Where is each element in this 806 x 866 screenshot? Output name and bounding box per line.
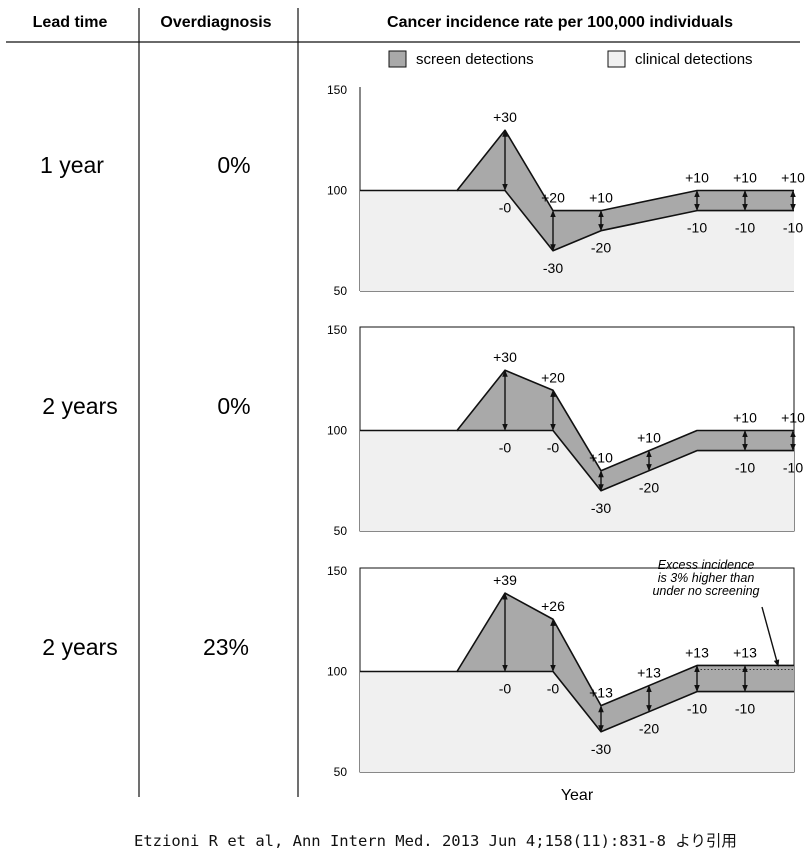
- row1-lead-time: 1 year: [40, 152, 104, 178]
- y-tick-label: 50: [334, 284, 348, 298]
- data-label: -10: [735, 701, 755, 717]
- annotation-text: Excess incidence: [658, 558, 755, 572]
- data-label: +13: [637, 665, 661, 681]
- row2-lead-time: 2 years: [42, 393, 117, 419]
- x-axis-label: Year: [561, 787, 594, 804]
- data-label: +10: [781, 410, 805, 426]
- data-label: +10: [781, 170, 805, 186]
- total-incidence-line: [360, 592, 794, 707]
- figure: Lead time Overdiagnosis Cancer incidence…: [6, 8, 805, 804]
- data-label: +20: [541, 190, 565, 206]
- data-label: +10: [685, 170, 709, 186]
- data-label: -10: [687, 220, 707, 236]
- data-label: +30: [493, 109, 517, 125]
- legend-swatch-clinical: [607, 50, 626, 68]
- data-label: -10: [735, 220, 755, 236]
- citation: Etzioni R et al, Ann Intern Med. 2013 Ju…: [134, 832, 737, 850]
- data-label: +13: [733, 644, 757, 660]
- data-label: -20: [639, 721, 659, 737]
- total-incidence-line: [360, 369, 794, 472]
- header-overdiagnosis: Overdiagnosis: [160, 14, 271, 31]
- row1-overdiagnosis: 0%: [217, 152, 250, 178]
- annotation-text: under no screening: [652, 584, 759, 598]
- legend-label-screen: screen detections: [416, 51, 534, 68]
- y-tick-label: 100: [327, 184, 347, 198]
- data-label: -30: [591, 741, 611, 757]
- data-label: -0: [547, 440, 560, 456]
- data-label: -0: [499, 681, 512, 697]
- header-lead-time: Lead time: [33, 14, 108, 31]
- data-label: +10: [733, 410, 757, 426]
- data-label: -20: [639, 480, 659, 496]
- legend-label-clinical: clinical detections: [635, 51, 753, 68]
- y-tick-label: 150: [327, 564, 347, 578]
- data-label: -30: [543, 260, 563, 276]
- total-incidence-line: [360, 129, 794, 212]
- clinical-incidence-line: [457, 189, 794, 252]
- panel-2: 150 100 50 +30 -0 +20 -0 +10 -30 +10 -20 +10 -10 +10 -…: [327, 323, 805, 538]
- data-label: -0: [499, 440, 512, 456]
- data-label: +10: [589, 450, 613, 466]
- y-tick-label: 100: [327, 665, 347, 679]
- data-label: -30: [591, 500, 611, 516]
- data-label: -10: [783, 220, 803, 236]
- data-label: +20: [541, 369, 565, 385]
- data-label: -10: [735, 460, 755, 476]
- y-tick-label: 150: [327, 83, 347, 97]
- data-label: +10: [733, 170, 757, 186]
- data-label: -10: [783, 460, 803, 476]
- header-incidence: Cancer incidence rate per 100,000 indivi…: [387, 14, 733, 31]
- panel-3: 150 100 50 +39 -0 +26 -0 +13 -30 +13 -20 +13 -10 +13 -…: [327, 558, 795, 779]
- data-label: +13: [685, 644, 709, 660]
- data-label: -10: [687, 701, 707, 717]
- y-tick-label: 50: [334, 765, 348, 779]
- annotation-arrow: [761, 606, 780, 667]
- row3-lead-time: 2 years: [42, 634, 117, 660]
- y-tick-label: 150: [327, 323, 347, 337]
- data-label: +26: [541, 598, 565, 614]
- row3-overdiagnosis: 23%: [203, 634, 249, 660]
- data-label: +10: [589, 190, 613, 206]
- data-label: +10: [637, 430, 661, 446]
- annotation-text: is 3% higher than: [658, 571, 755, 585]
- y-tick-label: 100: [327, 424, 347, 438]
- data-label: -0: [499, 200, 512, 216]
- panel-1: 150 100 50 +30 -0 +20 -30 +10 -20 +10 -10 +10 -10 +10…: [327, 83, 805, 298]
- data-label: +30: [493, 349, 517, 365]
- data-label: -20: [591, 240, 611, 256]
- row2-overdiagnosis: 0%: [217, 393, 250, 419]
- data-label: +13: [589, 685, 613, 701]
- data-label: +39: [493, 572, 517, 588]
- data-label: -0: [547, 681, 560, 697]
- y-tick-label: 50: [334, 524, 348, 538]
- legend-swatch-screen: [388, 50, 407, 68]
